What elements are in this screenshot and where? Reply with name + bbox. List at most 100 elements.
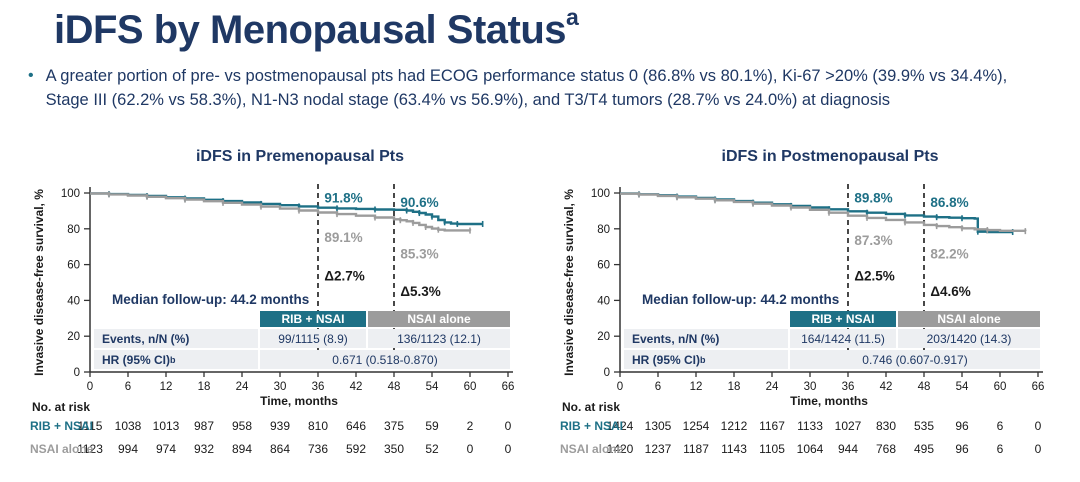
- risk-row-nsai-alone: NSAI alone 1420 1237 1187 1143 1105 1064 944 76…: [560, 439, 1080, 462]
- risk-count: 932: [193, 442, 215, 456]
- svg-text:Δ2.7%: Δ2.7%: [324, 269, 364, 284]
- risk-row-rib-nsai: RIB + NSAI 1115 1038 1013 987 958 939 810 646 37…: [30, 416, 550, 439]
- svg-text:66: 66: [502, 381, 515, 393]
- risk-count: 535: [913, 419, 935, 433]
- risk-count: 1013: [152, 419, 180, 433]
- svg-text:0: 0: [604, 367, 610, 379]
- svg-text:48: 48: [388, 381, 401, 393]
- risk-row-label: NSAI alone: [560, 442, 624, 456]
- risk-count: 375: [383, 419, 405, 433]
- risk-count: 96: [955, 442, 969, 456]
- svg-text:60: 60: [67, 260, 80, 272]
- no-at-risk-label: No. at risk: [562, 400, 621, 414]
- stats-table: RIB + NSAI NSAI alone Events, n/N (%) 99…: [94, 311, 510, 369]
- risk-count: 1133: [797, 419, 823, 433]
- svg-text:20: 20: [67, 331, 80, 343]
- median-followup-label: Median follow-up: 44.2 months: [642, 292, 840, 307]
- risk-row-nsai-alone: NSAI alone 1123 994 974 932 894 864 736 592 350 5…: [30, 439, 550, 462]
- risk-row-label: NSAI alone: [30, 442, 94, 456]
- events-value-rib-nsai: 99/1115 (8.9): [260, 329, 366, 348]
- risk-count: 944: [837, 442, 859, 456]
- risk-count: 0: [504, 419, 512, 433]
- svg-text:Time, months: Time, months: [790, 394, 868, 408]
- svg-text:0: 0: [87, 381, 93, 393]
- svg-text:0: 0: [617, 381, 623, 393]
- risk-count: 1105: [759, 442, 785, 456]
- risk-count: 987: [193, 419, 215, 433]
- risk-count: 495: [913, 442, 935, 456]
- risk-count: 2: [466, 419, 474, 433]
- svg-text:89.8%: 89.8%: [854, 190, 892, 205]
- hr-label-text: HR (95% CI): [632, 352, 701, 367]
- svg-text:60: 60: [994, 381, 1007, 393]
- page-title-footnote-marker: a: [566, 4, 579, 30]
- risk-count: 894: [231, 442, 253, 456]
- svg-text:89.1%: 89.1%: [324, 230, 362, 245]
- risk-count: 1424: [606, 419, 634, 433]
- svg-text:66: 66: [1032, 381, 1045, 393]
- risk-count: 1123: [77, 442, 103, 456]
- median-followup-label: Median follow-up: 44.2 months: [112, 292, 310, 307]
- at-risk-table: No. at risk RIB + NSAI 1424 1305 1254 1212 1…: [560, 400, 1080, 462]
- stats-spacer: [624, 311, 788, 327]
- svg-text:Invasive disease-free survival: Invasive disease-free survival, %: [32, 189, 46, 376]
- risk-count: 1143: [721, 442, 747, 456]
- risk-count: 1237: [644, 442, 672, 456]
- risk-row-label: RIB + NSAI: [560, 419, 624, 433]
- premenopausal-chart-panel: iDFS in Premenopausal Pts 0 20 40 60 80 100 0 6…: [30, 148, 550, 468]
- km-plot-postmenopausal: 0 20 40 60 80 100 0 6 12 18 24 30 36 42 48 54 60 66 Time, …: [562, 184, 1045, 408]
- svg-text:100: 100: [61, 188, 80, 200]
- svg-text:85.3%: 85.3%: [400, 246, 438, 261]
- risk-count: 1027: [834, 419, 862, 433]
- svg-text:60: 60: [464, 381, 477, 393]
- risk-count: 864: [269, 442, 291, 456]
- risk-count: 810: [307, 419, 329, 433]
- page-title: iDFS by Menopausal Statusa: [54, 4, 579, 53]
- risk-count: 52: [425, 442, 439, 456]
- svg-text:82.2%: 82.2%: [930, 246, 968, 261]
- svg-text:Δ2.5%: Δ2.5%: [854, 269, 894, 284]
- svg-text:Time, months: Time, months: [260, 394, 338, 408]
- risk-count: 1187: [683, 442, 709, 456]
- events-row-label: Events, n/N (%): [624, 329, 788, 348]
- svg-text:Δ5.3%: Δ5.3%: [400, 284, 440, 299]
- km-plot-premenopausal: 0 20 40 60 80 100 0 6 12 18 24 30 36 42 48 54 60 66 Time, …: [32, 184, 515, 408]
- risk-counts: 1420 1237 1187 1143 1105 1064 944 768 495 96 6 0: [601, 439, 1080, 456]
- svg-text:54: 54: [426, 381, 439, 393]
- svg-text:24: 24: [236, 381, 249, 393]
- risk-counts: 1115 1038 1013 987 958 939 810 646 375 59 2 0: [71, 416, 550, 433]
- svg-text:12: 12: [160, 381, 173, 393]
- svg-text:36: 36: [312, 381, 325, 393]
- risk-count: 830: [875, 419, 897, 433]
- stats-table: RIB + NSAI NSAI alone Events, n/N (%) 16…: [624, 311, 1040, 369]
- stats-spacer: [94, 311, 258, 327]
- events-value-rib-nsai: 164/1424 (11.5): [790, 329, 896, 348]
- risk-count: 974: [155, 442, 177, 456]
- risk-count: 1420: [606, 442, 634, 456]
- svg-text:20: 20: [597, 331, 610, 343]
- risk-row-label: RIB + NSAI: [30, 419, 94, 433]
- risk-count: 6: [996, 442, 1004, 456]
- risk-count: 939: [269, 419, 291, 433]
- risk-count: 6: [996, 419, 1004, 433]
- hr-footnote-marker: b: [700, 354, 706, 365]
- risk-count: 1115: [77, 419, 103, 433]
- svg-text:12: 12: [690, 381, 703, 393]
- svg-text:100: 100: [591, 188, 610, 200]
- risk-count: 1064: [796, 442, 824, 456]
- svg-text:80: 80: [597, 224, 610, 236]
- risk-count: 1305: [644, 419, 672, 433]
- risk-count: 0: [1034, 419, 1042, 433]
- postmenopausal-chart-panel: iDFS in Postmenopausal Pts 0 20 40 60 80 100 0…: [560, 148, 1080, 468]
- svg-text:90.6%: 90.6%: [400, 195, 438, 210]
- treatment-header-nsai-alone: NSAI alone: [898, 311, 1040, 327]
- risk-count: 592: [345, 442, 367, 456]
- risk-count: 958: [231, 419, 253, 433]
- events-value-nsai-alone: 136/1123 (12.1): [368, 329, 510, 348]
- svg-text:0: 0: [74, 367, 80, 379]
- bullet-point: • A greater portion of pre- vs postmenop…: [28, 64, 1023, 112]
- svg-text:42: 42: [350, 381, 363, 393]
- svg-text:18: 18: [198, 381, 211, 393]
- svg-text:40: 40: [597, 295, 610, 307]
